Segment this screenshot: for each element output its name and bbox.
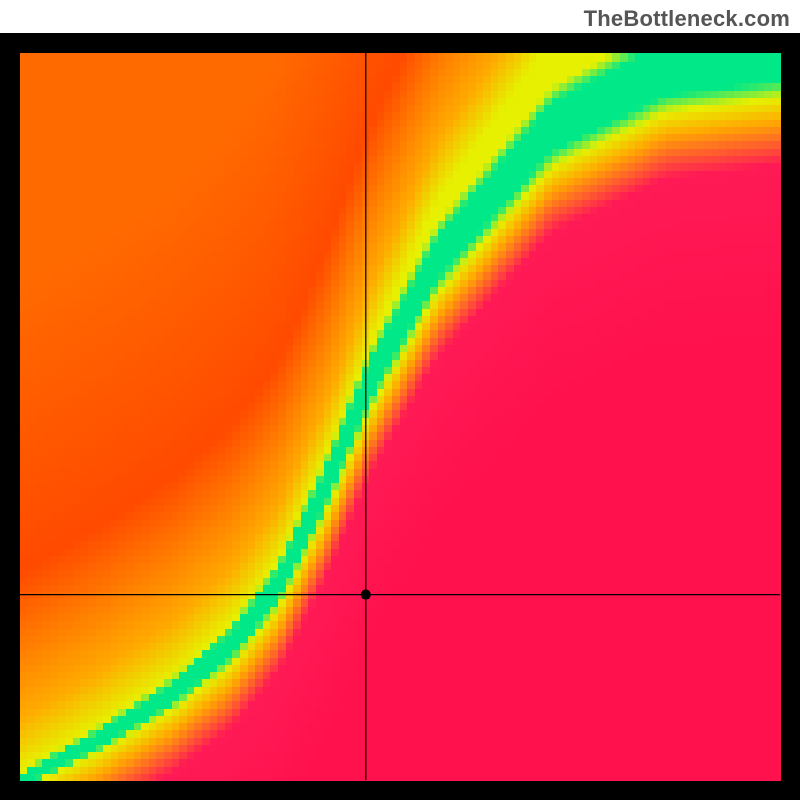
watermark-text: TheBottleneck.com (584, 6, 790, 32)
heatmap-chart (0, 0, 800, 800)
